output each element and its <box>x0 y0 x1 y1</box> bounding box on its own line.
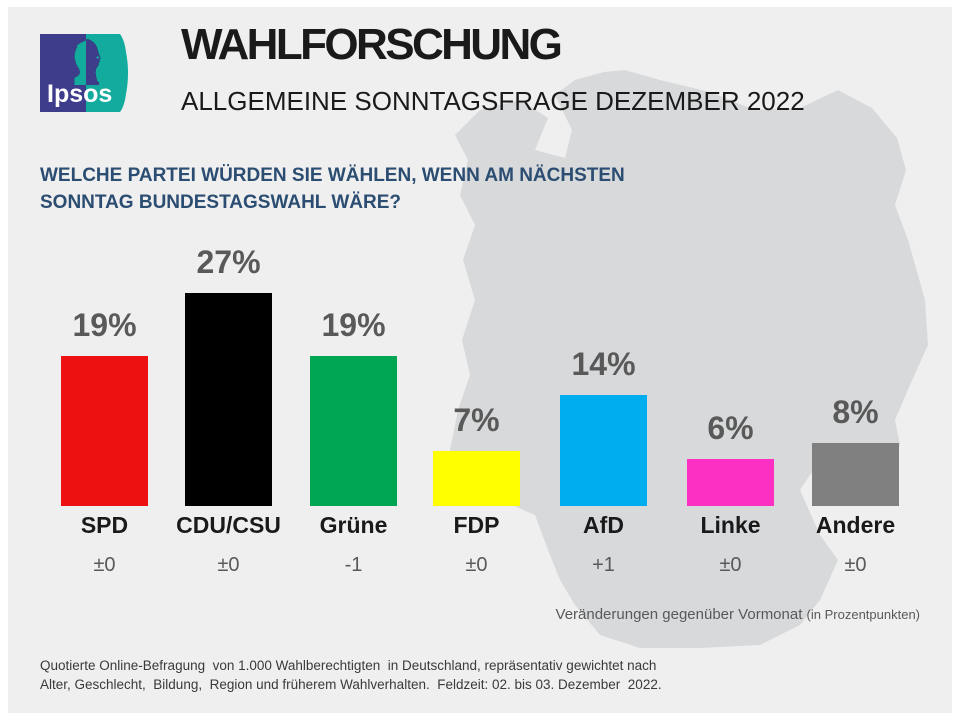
svg-text:Ipsos: Ipsos <box>47 80 112 108</box>
